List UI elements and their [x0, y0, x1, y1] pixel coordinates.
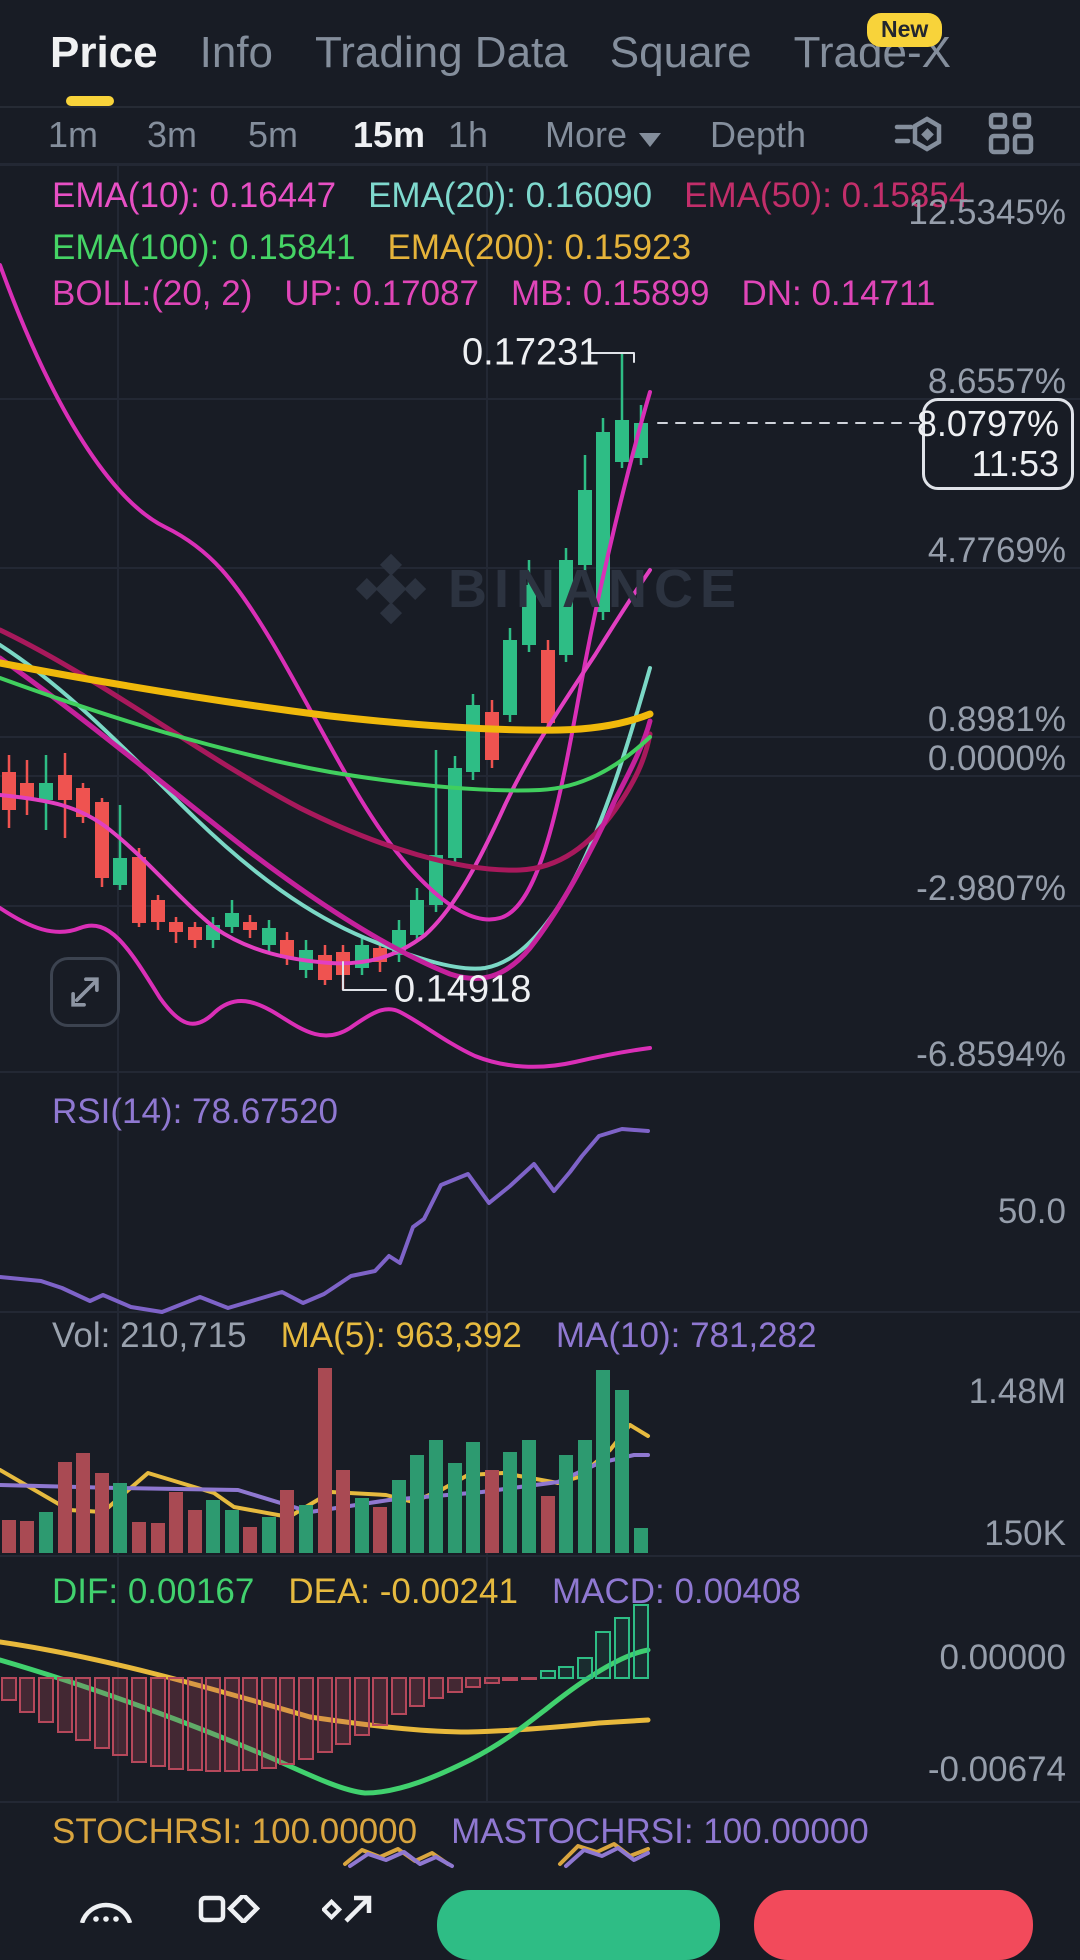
candle — [410, 900, 424, 935]
ema50-line — [0, 627, 653, 873]
volume-bars — [2, 1368, 648, 1553]
boll-mb-line — [0, 655, 653, 981]
boll-up-line — [0, 263, 652, 922]
macd-histogram — [1, 1604, 649, 1772]
candle — [2, 772, 16, 810]
ema100-line — [0, 676, 652, 793]
candle — [188, 927, 202, 940]
dea-line — [0, 1639, 651, 1735]
ema10-line — [0, 568, 652, 966]
candle — [466, 705, 480, 772]
indicator-lines — [0, 263, 921, 1868]
candle — [615, 420, 629, 462]
candle — [58, 775, 72, 800]
candle — [280, 940, 294, 958]
low-annotation-connector — [342, 961, 387, 991]
candle — [578, 490, 592, 565]
candle — [225, 913, 239, 927]
boll-dn-line — [0, 906, 652, 1069]
candle — [169, 922, 183, 932]
candle — [20, 783, 34, 798]
candle — [95, 802, 109, 878]
candle — [318, 955, 332, 980]
candle — [151, 900, 165, 922]
candle — [485, 712, 499, 760]
candlestick-series — [2, 352, 648, 990]
ema200-line — [0, 659, 654, 734]
candle — [559, 560, 573, 655]
candle — [541, 650, 555, 723]
candle — [39, 783, 53, 800]
candle — [132, 857, 146, 923]
grid-lines — [0, 163, 1080, 1803]
candle — [355, 945, 369, 968]
candle — [522, 585, 536, 645]
candle — [448, 768, 462, 858]
rsi-line — [0, 1127, 650, 1314]
stochrsi-k-line — [343, 1842, 650, 1866]
dif-line — [0, 1647, 651, 1796]
candle — [262, 928, 276, 945]
candle — [503, 640, 517, 715]
candle — [113, 858, 127, 885]
candle — [243, 922, 257, 930]
high-annotation-connector — [589, 352, 635, 363]
stochrsi-d-line — [348, 1846, 650, 1868]
